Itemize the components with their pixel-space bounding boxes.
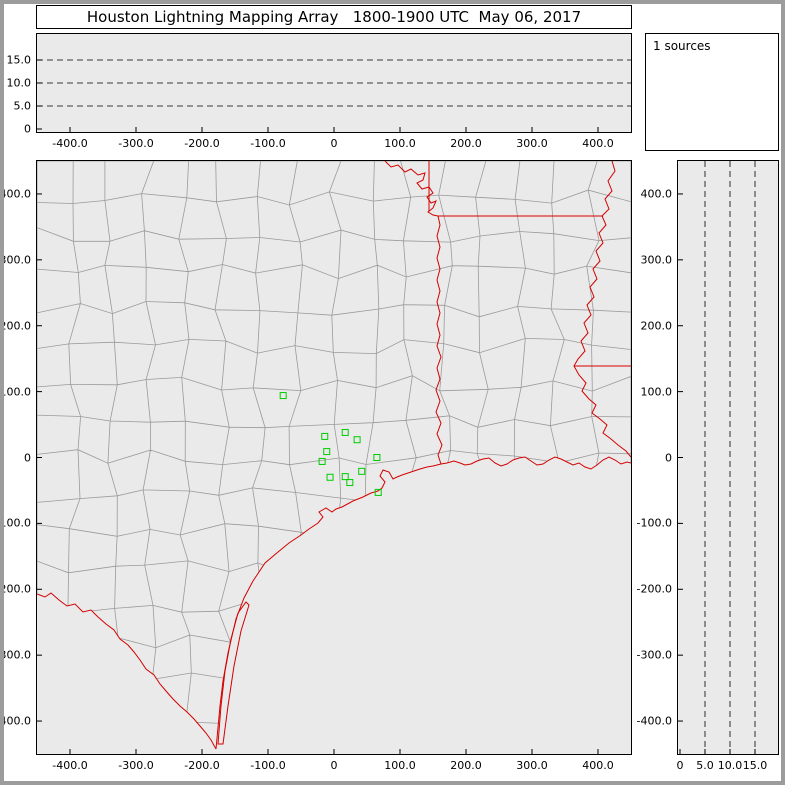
tick-label: 0 — [24, 451, 31, 464]
map-x-axis-labels: -400.0 -300.0 -200.0 -100.0 0 100.0 200.0 300.0… — [37, 759, 631, 773]
tick-label: 400.0 — [582, 759, 614, 772]
sources-count-label: 1 sources — [653, 39, 711, 53]
lma-station-marker — [346, 479, 354, 487]
tick-label: -300.0 — [118, 137, 154, 150]
lma-station-marker — [373, 454, 381, 461]
tick-label: 15.0 — [6, 53, 32, 67]
window-title: Houston Lightning Mapping Array 1800-190… — [86, 8, 582, 26]
red-river-border — [384, 161, 439, 217]
padre-island — [217, 601, 250, 745]
map-y-axis-labels: 400.0 300.0 200.0 100.0 0 -100.0 -200.0 -300.0 -… — [0, 161, 33, 754]
rio-grande-border — [37, 592, 217, 750]
tick-label: -100.0 — [636, 516, 672, 530]
tick-label: 10.0 — [717, 759, 743, 772]
gulf-coastline — [215, 456, 631, 750]
tick-label: 100.0 — [384, 759, 416, 772]
plan-view-map-panel[interactable] — [36, 160, 632, 755]
tick-label: 300.0 — [0, 253, 31, 267]
lma-station-marker — [321, 432, 329, 440]
lma-station-marker — [318, 457, 326, 465]
lma-station-marker — [358, 467, 366, 475]
lma-station-marker — [279, 392, 287, 400]
lma-stations — [279, 392, 382, 496]
tick-label: 5.0 — [13, 99, 32, 113]
tick-label: -400.0 — [636, 714, 672, 728]
state-boundaries — [37, 161, 631, 750]
altitude-ns-plot — [678, 161, 756, 754]
title-bar: Houston Lightning Mapping Array 1800-190… — [36, 5, 632, 29]
altitude-ew-y-axis-labels: 15.0 10.0 5.0 0 — [0, 34, 33, 136]
county-boundaries — [37, 161, 631, 749]
tick-label: -100.0 — [250, 137, 286, 150]
tick-label: 100.0 — [640, 385, 673, 399]
tick-label: 100.0 — [0, 385, 31, 399]
lma-station-marker — [341, 473, 349, 481]
lma-station-marker — [341, 428, 349, 436]
tick-label: 10.0 — [6, 76, 32, 90]
tick-label: -200.0 — [0, 582, 31, 596]
tick-label: -200.0 — [184, 137, 220, 150]
altitude-ns-x-axis-labels: 0 5.0 10.0 15.0 — [676, 759, 778, 773]
altitude-ns-y-axis-labels: 400.0 300.0 200.0 100.0 0 -100.0 -200.0 -300.0 -… — [610, 161, 674, 754]
tick-label: 0 — [24, 122, 31, 136]
texas-louisiana-border — [435, 215, 443, 465]
tick-label: 300.0 — [640, 253, 673, 267]
tick-label: 0 — [330, 759, 338, 772]
altitude-ew-x-axis-labels: -400.0 -300.0 -200.0 -100.0 0 100.0 200.0 300.0… — [37, 137, 631, 151]
tick-label: 400.0 — [0, 187, 31, 201]
tick-label: 100.0 — [384, 137, 416, 150]
tick-label: -300.0 — [0, 648, 31, 662]
lma-station-marker — [323, 448, 331, 456]
tick-label: 300.0 — [516, 759, 548, 772]
lma-station-marker — [353, 436, 361, 444]
tick-label: 0 — [665, 451, 672, 464]
altitude-ew-panel[interactable] — [36, 33, 632, 133]
tick-label: -300.0 — [118, 759, 154, 772]
tick-label: -400.0 — [52, 137, 88, 150]
tick-label: 200.0 — [640, 319, 673, 333]
lma-station-marker — [374, 488, 382, 496]
plan-view-map — [37, 161, 631, 754]
tick-label: -300.0 — [636, 648, 672, 662]
tick-label: 0 — [330, 137, 338, 150]
tick-label: 300.0 — [516, 137, 548, 150]
tick-label: 400.0 — [582, 137, 614, 150]
tick-label: 400.0 — [640, 187, 673, 201]
tick-label: -200.0 — [184, 759, 220, 772]
tick-label: -100.0 — [0, 516, 31, 530]
tick-label: 15.0 — [742, 759, 768, 772]
tick-label: -400.0 — [52, 759, 88, 772]
tick-label: 200.0 — [450, 759, 482, 772]
tick-label: 5.0 — [696, 759, 714, 772]
altitude-ew-plot — [37, 59, 631, 132]
tick-label: -400.0 — [0, 714, 31, 728]
tick-label: -200.0 — [636, 582, 672, 596]
altitude-ns-panel[interactable] — [677, 160, 779, 755]
tick-label: 200.0 — [450, 137, 482, 150]
map-axis-ticks — [37, 193, 599, 754]
tick-label: 200.0 — [0, 319, 31, 333]
sources-count-panel: 1 sources — [645, 33, 779, 151]
tick-label: 0 — [676, 759, 684, 772]
lma-station-marker — [326, 473, 334, 481]
mississippi-river — [573, 161, 631, 458]
tick-label: -100.0 — [250, 759, 286, 772]
